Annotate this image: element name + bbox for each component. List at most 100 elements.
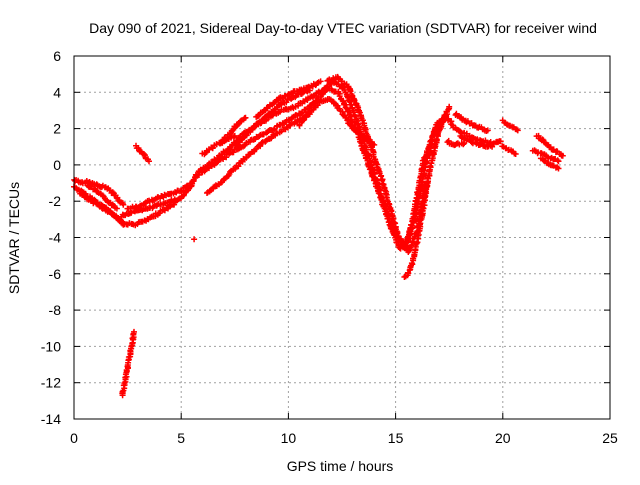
y-tick-label: 2	[53, 121, 61, 137]
y-tick-label: 4	[53, 84, 61, 100]
data-point	[376, 186, 383, 193]
grid-lines	[74, 56, 610, 419]
data-point	[146, 158, 152, 165]
data-point	[489, 143, 496, 150]
satellite-track	[529, 147, 562, 165]
data-point	[405, 270, 412, 277]
data-point	[300, 117, 307, 124]
data-points	[71, 73, 566, 399]
data-point	[513, 126, 520, 133]
data-point	[415, 195, 422, 202]
data-point	[140, 151, 147, 157]
data-point	[217, 179, 224, 186]
satellite-track	[124, 180, 195, 212]
data-point	[409, 222, 416, 229]
data-point	[497, 138, 504, 145]
data-point	[113, 205, 120, 212]
y-tick-label: 6	[53, 48, 61, 64]
data-point	[109, 189, 116, 196]
satellite-track	[452, 110, 491, 134]
y-tick-label: -8	[49, 302, 62, 318]
axis-ticks	[73, 55, 611, 420]
x-tick-label: 25	[602, 430, 618, 446]
data-point	[297, 87, 304, 94]
x-tick-label: 10	[281, 430, 297, 446]
data-point	[120, 201, 127, 208]
data-point	[429, 134, 436, 141]
x-tick-label: 5	[177, 430, 185, 446]
satellite-track	[71, 176, 120, 212]
y-tick-label: 0	[53, 157, 61, 173]
satellite-track	[533, 132, 566, 159]
data-point	[121, 380, 128, 387]
x-tick-label: 15	[388, 430, 404, 446]
data-point	[171, 196, 178, 203]
data-point	[347, 88, 354, 95]
tick-labels: 0 5 10 15 20 25 -14 -12 -10 -8 -6 -4 -2 0 2 4 6	[41, 48, 618, 446]
x-tick-label: 0	[70, 430, 78, 446]
data-point	[514, 127, 521, 134]
y-tick-label: -2	[49, 193, 62, 209]
data-point	[128, 343, 135, 350]
y-tick-label: -14	[41, 411, 61, 427]
x-axis-title: GPS time / hours	[287, 458, 394, 474]
satellite-track	[296, 96, 378, 148]
y-axis-title: SDTVAR / TECUs	[6, 182, 22, 294]
satellite-track	[195, 87, 326, 175]
x-tick-label: 20	[495, 430, 511, 446]
data-point	[235, 163, 242, 170]
data-point	[354, 120, 361, 127]
satellite-track	[191, 236, 198, 243]
y-tick-label: -10	[41, 338, 61, 354]
satellite-track	[253, 78, 324, 120]
data-point	[230, 134, 237, 140]
satellite-track	[448, 121, 504, 147]
data-point	[231, 132, 238, 139]
data-point	[460, 141, 467, 148]
satellite-track	[401, 180, 431, 280]
data-point	[555, 158, 562, 165]
data-point	[461, 140, 468, 147]
data-point	[131, 328, 137, 335]
satellite-track	[216, 114, 249, 147]
data-point	[484, 127, 491, 134]
satellite-track	[83, 178, 127, 208]
data-point	[351, 97, 358, 104]
satellite-track	[444, 137, 468, 149]
satellite-track	[499, 117, 521, 134]
y-tick-label: -4	[49, 230, 62, 246]
satellite-track	[119, 328, 137, 399]
satellite-track	[499, 143, 519, 157]
chart-title: Day 090 of 2021, Sidereal Day-to-day VTE…	[89, 20, 597, 36]
data-point	[191, 236, 198, 243]
data-point	[424, 180, 431, 186]
data-point	[129, 335, 136, 342]
satellite-track	[457, 133, 496, 150]
data-point	[119, 388, 126, 395]
data-point	[512, 151, 519, 157]
data-point	[314, 80, 321, 86]
y-tick-label: -12	[41, 375, 61, 391]
data-point	[369, 166, 376, 173]
data-point	[324, 84, 331, 91]
satellite-track	[537, 155, 562, 172]
data-point	[188, 180, 195, 186]
satellite-track	[77, 190, 127, 226]
satellite-track	[204, 111, 313, 196]
data-point	[554, 157, 561, 164]
data-point	[446, 103, 453, 110]
data-point	[555, 165, 562, 172]
data-point	[371, 141, 378, 148]
y-tick-label: -6	[49, 266, 62, 282]
data-point	[110, 212, 117, 219]
data-point	[226, 131, 233, 138]
data-point	[258, 139, 265, 146]
data-point	[255, 112, 262, 119]
data-point	[227, 169, 233, 175]
data-point	[242, 114, 249, 121]
data-point	[431, 144, 438, 151]
data-point	[559, 152, 566, 159]
